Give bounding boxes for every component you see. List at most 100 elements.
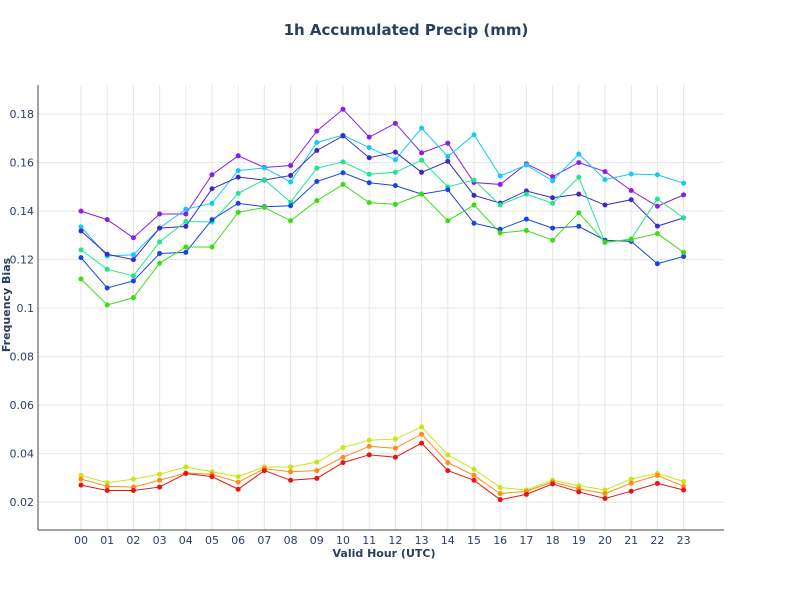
y-tick-label: 0.14 [10,205,35,218]
data-point [209,186,215,192]
y-tick-label: 0.02 [10,496,35,509]
x-tick-label: 06 [231,534,245,547]
data-point [104,483,110,489]
data-point [78,247,84,253]
data-point [602,177,608,183]
y-tick-label: 0.12 [10,254,35,267]
series-group [78,106,687,503]
data-point [183,223,189,229]
data-point [340,445,346,451]
series-line [80,426,684,491]
data-point [104,302,110,308]
data-point [157,211,163,217]
x-tick-label: 02 [126,534,140,547]
data-point [419,125,425,131]
data-point [681,192,687,198]
y-tick-label: 0.04 [10,448,35,461]
data-point [261,468,267,474]
data-point [104,480,110,486]
data-point [497,181,503,187]
data-point [419,431,425,437]
data-point [366,437,372,443]
data-point [523,191,529,197]
data-point [78,476,84,482]
x-tick-label: 15 [467,534,481,547]
data-point [681,215,687,221]
data-point [366,134,372,140]
data-point [235,168,241,174]
data-point [471,192,477,198]
data-point [157,471,163,477]
data-point [288,477,294,483]
data-point [314,468,320,474]
data-point [104,217,110,223]
data-point [183,211,189,217]
data-point [523,216,529,222]
data-point [602,239,608,245]
data-point [340,106,346,112]
data-point [576,174,582,180]
data-point [392,445,398,451]
data-point [497,202,503,208]
data-point [681,249,687,255]
data-point [419,440,425,446]
x-tick-label: 17 [519,534,533,547]
data-point [288,179,294,185]
data-point [209,172,215,178]
data-point [261,204,267,210]
data-point [340,454,346,460]
x-tick-label: 10 [336,534,350,547]
data-point [366,155,372,161]
x-tick-label: 16 [493,534,507,547]
data-point [78,472,84,478]
data-point [157,260,163,266]
y-tick-labels: 0.02 0.04 0.06 0.08 0.1 0.12 0.14 0.16 0.18 [10,108,35,509]
data-point [523,491,529,497]
series-2 [78,125,687,259]
x-tick-label: 07 [257,534,271,547]
data-point [78,255,84,261]
data-point [445,452,451,458]
data-point [497,226,503,232]
data-point [157,225,163,231]
series-line [80,159,684,277]
data-point [681,478,687,484]
data-point [445,158,451,164]
data-point [340,181,346,187]
data-point [130,235,136,241]
data-point [157,251,163,257]
chart-title: 1h Accumulated Precip (mm) [284,21,529,39]
x-tick-label: 19 [572,534,586,547]
data-point [681,253,687,259]
data-point [209,217,215,223]
data-point [235,174,241,180]
data-point [183,464,189,470]
x-tick-label: 03 [153,534,167,547]
data-point [445,140,451,146]
data-point [104,266,110,272]
data-point [183,244,189,250]
series-line [80,172,684,289]
data-point [235,486,241,492]
data-point [628,171,634,177]
data-point [550,174,556,180]
data-point [209,244,215,250]
series-8 [78,431,687,497]
data-point [497,497,503,503]
data-point [471,477,477,483]
data-point [576,191,582,197]
data-point [314,128,320,134]
x-axis-title: Valid Hour (UTC) [333,547,436,560]
data-point [550,195,556,201]
data-point [130,257,136,263]
data-point [681,180,687,186]
data-point [602,491,608,497]
data-point [576,160,582,166]
series-3 [78,133,687,263]
data-point [681,483,687,489]
data-point [314,475,320,481]
data-point [445,218,451,224]
data-point [235,190,241,196]
data-point [602,487,608,493]
